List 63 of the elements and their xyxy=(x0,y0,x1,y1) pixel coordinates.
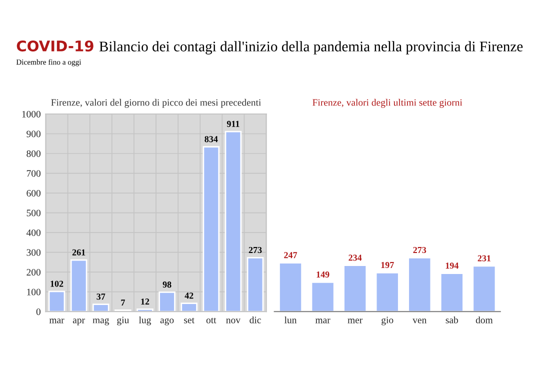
x-tick-label: sab xyxy=(446,316,458,324)
x-tick-label: lun xyxy=(284,316,297,324)
x-tick-label: mar xyxy=(315,318,330,324)
bar xyxy=(48,290,66,312)
x-tick-label: mag xyxy=(92,318,110,326)
bar xyxy=(92,304,110,312)
data-label: 834 xyxy=(204,136,218,142)
y-tick-label: 1000 xyxy=(22,110,40,118)
x-tick-label: mer xyxy=(348,318,363,324)
bar xyxy=(158,292,176,312)
data-label: 42 xyxy=(184,292,194,299)
data-label: 247 xyxy=(284,252,298,258)
x-tick-label: mar xyxy=(49,318,64,324)
bar xyxy=(310,281,335,312)
x-tick-label: ott xyxy=(206,318,216,324)
x-tick-label: set xyxy=(184,318,194,324)
y-tick-label: 700 xyxy=(26,170,40,177)
x-tick-label: gio xyxy=(382,316,394,326)
text: COVID-19 Bilancio dei contagi dall'inizio della pandemia nella provincia di Firenze xyxy=(16,40,523,54)
data-label: 102 xyxy=(50,280,64,287)
y-tick-label: 0 xyxy=(36,308,40,316)
y-tick-label: 200 xyxy=(26,268,40,276)
data-label: 911 xyxy=(226,120,240,127)
bar xyxy=(70,259,88,312)
bar xyxy=(408,256,432,312)
chart-title: Firenze, valori degli ultimi sette giorni xyxy=(312,98,462,108)
chart-title: Firenze, valori del giorno di picco dei mesi precedenti xyxy=(51,98,261,108)
data-label: 7 xyxy=(121,300,125,306)
data-label: 273 xyxy=(248,246,262,254)
y-tick-label: 100 xyxy=(27,288,40,296)
data-label: 98 xyxy=(162,282,172,288)
bar xyxy=(343,264,368,312)
data-label: 261 xyxy=(72,249,86,256)
bar xyxy=(180,302,198,312)
data-label: 149 xyxy=(316,271,330,278)
bar xyxy=(440,272,464,312)
data-label: 194 xyxy=(446,262,459,269)
x-tick-label: nov xyxy=(226,318,241,324)
bar xyxy=(278,262,303,312)
x-tick-label: apr xyxy=(72,318,85,326)
data-label: 37 xyxy=(96,294,106,300)
data-label: 234 xyxy=(348,254,362,261)
data-label: 197 xyxy=(381,262,394,268)
y-tick-label: 600 xyxy=(26,190,40,197)
y-tick-label: 400 xyxy=(26,229,40,236)
y-tick-label: 800 xyxy=(26,150,40,157)
x-tick-label: giu xyxy=(117,316,129,326)
data-label: 231 xyxy=(478,255,491,262)
x-tick-label: dic xyxy=(250,316,261,324)
bar xyxy=(202,146,220,312)
y-tick-label: 900 xyxy=(26,130,40,138)
bar xyxy=(246,256,264,312)
x-tick-label: lug xyxy=(138,316,152,326)
data-label: 273 xyxy=(413,246,426,254)
bar xyxy=(472,265,496,312)
y-tick-label: 500 xyxy=(26,210,40,216)
bar xyxy=(375,272,400,312)
x-tick-label: dom xyxy=(476,316,493,324)
x-tick-label: ago xyxy=(160,318,174,326)
bar xyxy=(224,130,242,312)
y-tick-label: 300 xyxy=(26,249,40,256)
data-label: 12 xyxy=(141,298,150,305)
x-tick-label: ven xyxy=(412,318,427,324)
